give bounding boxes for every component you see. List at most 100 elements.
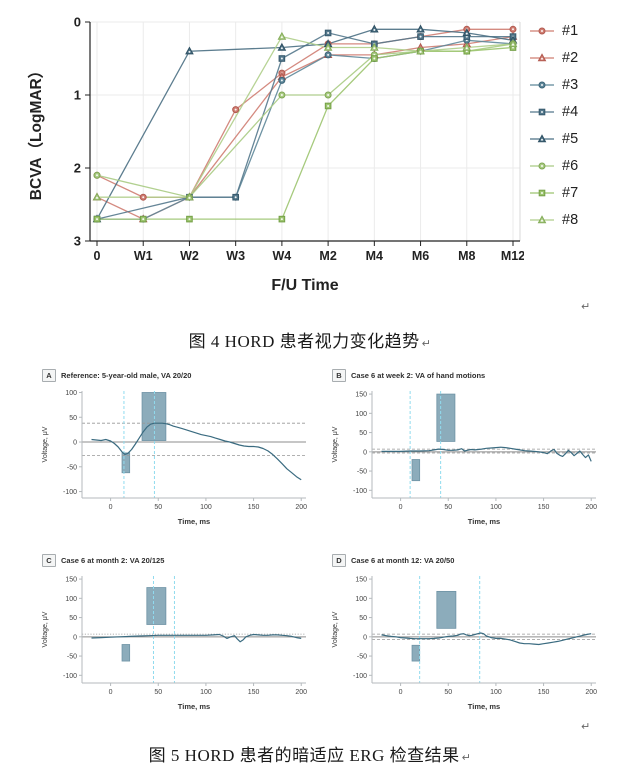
figure4-caption-text: 图 4 HORD 患者视力变化趋势 [188,332,420,351]
triangle-marker-icon [530,52,554,61]
svg-text:0: 0 [73,440,77,447]
legend-label: #4 [562,103,579,120]
svg-text:1: 1 [74,88,81,103]
erg-panel-d-header: D Case 6 at month 12: VA 20/50 [326,553,610,568]
svg-text:W1: W1 [134,249,153,263]
svg-text:Voltage, μV: Voltage, μV [332,426,339,462]
legend-item-3: #3 [529,71,578,98]
erg-panel-b-header: B Case 6 at week 2: VA of hand motions [326,368,610,383]
panel-title: Case 6 at month 2: VA 20/125 [61,556,165,565]
erg-panel-c-header: C Case 6 at month 2: VA 20/125 [36,553,320,568]
erg-panel-a: A Reference: 5-year-old male, VA 20/20 1… [36,368,320,531]
svg-text:0: 0 [109,689,113,696]
erg-panel-b-chart: 150 100 50 0 -50 -100 0 50 100 150 200 Time, ms Volt… [332,391,597,526]
square-marker-icon [530,189,554,196]
figure5-caption: 图 5 HORD 患者的暗适应 ERG 检查结果 ↵ [0,741,620,766]
svg-text:100: 100 [355,411,367,418]
legend-label: #3 [562,76,579,93]
svg-text:Time, ms: Time, ms [468,702,500,711]
svg-text:-50: -50 [67,654,77,661]
svg-text:2: 2 [74,161,81,176]
panel-letter-badge: A [42,369,56,382]
svg-text:100: 100 [200,504,212,511]
panel-title: Case 6 at week 2: VA of hand motions [351,371,486,380]
legend-item-7: #7 [529,179,578,206]
erg-panel-c: C Case 6 at month 2: VA 20/125 150 100 50 0… [36,553,320,716]
legend-item-8: #8 [529,206,578,233]
svg-text:Time, ms: Time, ms [468,517,500,526]
svg-text:M6: M6 [412,249,429,263]
svg-text:-100: -100 [63,489,77,496]
svg-text:50: 50 [69,615,77,622]
legend-label: #5 [562,130,579,147]
legend-label: #1 [562,22,579,39]
legend-label: #2 [562,49,579,66]
figure5-caption-text: 图 5 HORD 患者的暗适应 ERG 检查结果 [148,746,460,765]
svg-text:-50: -50 [357,654,367,661]
svg-text:M8: M8 [458,249,475,263]
erg-panel-b: B Case 6 at week 2: VA of hand motions 1… [326,368,610,531]
panel-letter-badge: B [332,369,346,382]
svg-text:50: 50 [444,504,452,511]
svg-text:100: 100 [200,689,212,696]
legend-item-1: #1 [529,17,578,44]
legend-label: #6 [562,157,579,174]
svg-text:100: 100 [355,596,367,603]
svg-text:50: 50 [154,689,162,696]
legend-item-2: #2 [529,44,578,71]
svg-text:0: 0 [399,504,403,511]
svg-text:Voltage, μV: Voltage, μV [42,426,49,462]
chart-legend: #1 #2 #3 #4 #5 #6 #7 #8 [529,17,578,233]
figure4-chart-container: 0 1 2 3 0 W1 W2 W3 W4 M2 M4 M6 M8 M12 F/U Time BCVA（Log… [14,2,524,302]
svg-text:-50: -50 [357,469,367,476]
svg-text:Voltage, μV: Voltage, μV [42,611,49,647]
svg-text:100: 100 [490,504,502,511]
svg-text:0: 0 [109,504,113,511]
panel-letter-badge: D [332,554,346,567]
svg-text:W4: W4 [273,249,292,263]
svg-text:Time, ms: Time, ms [178,702,210,711]
svg-text:50: 50 [69,415,77,422]
svg-text:150: 150 [538,504,550,511]
svg-text:50: 50 [444,689,452,696]
svg-text:-50: -50 [67,464,77,471]
svg-text:Time, ms: Time, ms [178,517,210,526]
circle-marker-icon [530,81,554,88]
legend-label: #8 [562,211,579,228]
svg-text:200: 200 [585,504,597,511]
paragraph-mark: ↵ [581,300,591,313]
erg-panel-c-chart: 150 100 50 0 -50 -100 0 50 100 150 200 Time, ms Volt… [42,576,307,711]
square-marker-icon [530,108,554,115]
erg-panel-a-header: A Reference: 5-year-old male, VA 20/20 [36,368,320,383]
svg-text:0: 0 [94,249,101,263]
panel-letter-badge: C [42,554,56,567]
svg-text:-100: -100 [353,673,367,680]
svg-text:M4: M4 [366,249,383,263]
svg-text:50: 50 [359,615,367,622]
circle-marker-icon [530,27,554,34]
svg-text:0: 0 [399,689,403,696]
triangle-marker-icon [530,133,554,142]
svg-text:150: 150 [538,689,550,696]
paragraph-mark: ↵ [581,720,591,733]
svg-text:50: 50 [359,430,367,437]
svg-text:0: 0 [363,449,367,456]
triangle-marker-icon [530,214,554,223]
svg-text:200: 200 [585,689,597,696]
svg-text:100: 100 [65,596,77,603]
svg-text:Voltage, μV: Voltage, μV [332,611,339,647]
svg-text:BCVA（LogMAR）: BCVA（LogMAR） [27,63,45,200]
svg-text:50: 50 [154,504,162,511]
svg-text:M12: M12 [501,249,524,263]
svg-text:-100: -100 [63,673,77,680]
svg-text:W2: W2 [180,249,199,263]
legend-item-5: #5 [529,125,578,152]
erg-panel-d: D Case 6 at month 12: VA 20/50 150 100 50 0… [326,553,610,716]
legend-item-4: #4 [529,98,578,125]
svg-text:150: 150 [248,504,260,511]
svg-text:0: 0 [363,634,367,641]
svg-text:150: 150 [355,577,367,584]
svg-text:150: 150 [65,577,77,584]
